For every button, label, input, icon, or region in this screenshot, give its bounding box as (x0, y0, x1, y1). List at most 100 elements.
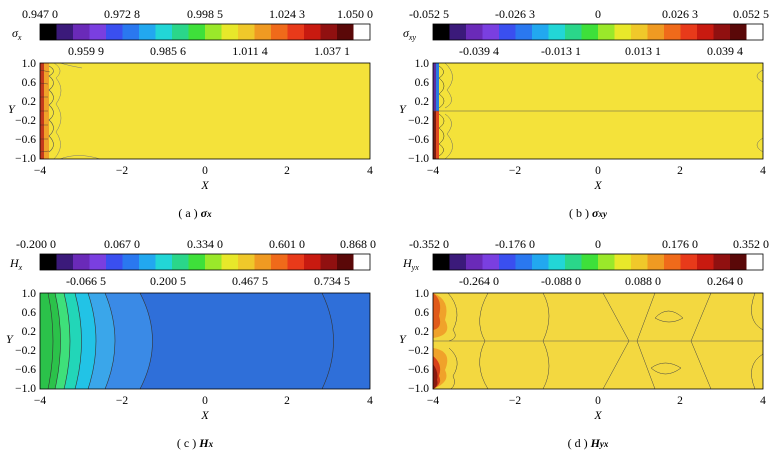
colorbar-swatch (271, 254, 288, 270)
colorbar-tick-label: -0.039 4 (459, 44, 499, 58)
colorbar-swatch (287, 24, 305, 40)
y-axis-label: Y (399, 332, 407, 346)
colorbar-bottom-labels: 0.959 9 0.985 6 1.011 4 1.037 1 (68, 44, 350, 58)
y-tick-label: −0.6 (15, 134, 36, 146)
axes: 1.0 0.6 0.2 −0.2 −0.6 −1.0 Y −4 −2 0 2 4… (399, 58, 766, 192)
colorbar-symbol: Hx (9, 256, 23, 272)
colorbar-tick-label: 0.067 0 (104, 237, 140, 251)
colorbar-tick-label: 0.947 0 (22, 7, 58, 21)
y-tick-label: 0.2 (22, 326, 37, 338)
y-tick-label: −1.0 (408, 383, 429, 395)
colorbar-swatch (139, 254, 156, 270)
colorbar-swatch (680, 254, 698, 270)
colorbar-swatch (205, 254, 222, 270)
colorbar-swatch (482, 24, 500, 40)
y-tick-label: 1.0 (22, 288, 37, 300)
colorbar-swatch (205, 24, 222, 40)
colorbar-tick-label: 0.734 5 (314, 274, 350, 288)
colorbar-swatch (499, 24, 516, 40)
colorbar-top-labels: -0.200 0 0.067 0 0.334 0 0.601 0 0.868 0 (16, 237, 376, 251)
colorbar-swatch (155, 254, 173, 270)
colorbar-tick-label: 0.264 0 (707, 274, 743, 288)
colorbar-swatch (746, 254, 764, 270)
y-axis-label: Y (8, 102, 16, 116)
colorbar-swatch (155, 24, 173, 40)
colorbar-swatch (449, 24, 467, 40)
colorbar-swatch (746, 24, 764, 40)
x-tick-label: −4 (34, 395, 46, 407)
colorbar-swatch (172, 24, 189, 40)
colorbar-swatch (172, 254, 189, 270)
colorbar-swatch (139, 24, 156, 40)
colorbar-swatch (466, 254, 483, 270)
colorbar-tick-label: 0.026 3 (662, 7, 698, 21)
colorbar-top-labels: -0.352 0 -0.176 0 0 0.176 0 0.352 0 (409, 237, 769, 251)
x-tick-label: −2 (116, 165, 128, 177)
panel-a: σx 0.947 0 0.972 8 0.998 5 1.024 3 1.050… (0, 0, 390, 229)
colorbar-top-labels: 0.947 0 0.972 8 0.998 5 1.024 3 1.050 0 (22, 7, 373, 21)
colorbar-swatch (89, 24, 107, 40)
y-tick-label: −1.0 (15, 153, 36, 165)
x-tick-label: −4 (427, 165, 439, 177)
colorbar-swatch (106, 254, 123, 270)
colorbar-tick-label: -0.013 1 (541, 44, 581, 58)
x-tick-label: 0 (202, 395, 208, 407)
x-axis-label: X (593, 408, 602, 422)
colorbar-bottom-labels: -0.264 0 -0.088 0 0.088 0 0.264 0 (459, 274, 743, 288)
colorbar-swatch (254, 24, 272, 40)
colorbar-swatch (532, 254, 549, 270)
y-tick-label: −0.2 (408, 115, 429, 127)
colorbar-swatch (631, 24, 648, 40)
colorbar-swatch (254, 254, 272, 270)
y-tick-label: 1.0 (415, 58, 430, 70)
x-tick-label: 2 (284, 395, 290, 407)
colorbar-tick-label: -0.052 5 (409, 7, 449, 21)
colorbar-swatch (548, 254, 566, 270)
contour-plot (39, 62, 371, 160)
y-tick-label: −0.2 (408, 345, 429, 357)
colorbar-tick-label: 0.998 5 (187, 7, 223, 21)
colorbar-swatch (320, 24, 338, 40)
colorbar-swatch (271, 24, 288, 40)
colorbar-swatch (548, 24, 566, 40)
colorbar-swatch (73, 254, 90, 270)
colorbar-tick-label: -0.066 5 (66, 274, 106, 288)
colorbar-symbol: Hyx (402, 256, 419, 272)
colorbar-tick-label: 0.013 1 (625, 44, 661, 58)
colorbar-swatch (581, 254, 599, 270)
colorbar-swatch (697, 254, 714, 270)
colorbar-tick-label: -0.200 0 (16, 237, 56, 251)
panel-c: Hx -0.200 0 0.067 0 0.334 0 0.601 0 0.86… (0, 230, 390, 459)
colorbar-swatch (433, 254, 450, 270)
x-tick-label: −2 (509, 395, 521, 407)
colorbar-tick-label: 0.052 5 (733, 7, 769, 21)
contour-plot (432, 62, 764, 160)
figure-d-svg: Hyx -0.352 0 -0.176 0 0 0.176 0 0.352 0 … (399, 237, 769, 422)
y-tick-label: −0.6 (408, 364, 429, 376)
colorbar-tick-label: 0.972 8 (104, 7, 140, 21)
colorbar-tick-label: 1.037 1 (314, 44, 350, 58)
y-axis-label: Y (399, 102, 407, 116)
colorbar-tick-label: 0.601 0 (269, 237, 305, 251)
axes: 1.0 0.6 0.2 −0.2 −0.6 −1.0 Y −4 −2 0 2 4… (6, 288, 373, 422)
x-tick-label: 4 (760, 395, 766, 407)
colorbar-tick-label: 0.200 5 (150, 274, 186, 288)
colorbar-swatch (647, 24, 665, 40)
x-tick-label: −4 (427, 395, 439, 407)
colorbar-tick-label: 1.011 4 (232, 44, 268, 58)
colorbar-tick-label: 0.039 4 (707, 44, 743, 58)
y-tick-label: −0.2 (15, 115, 36, 127)
colorbar-swatch (565, 254, 582, 270)
colorbar-swatch (188, 24, 206, 40)
colorbar-tick-label: 0.959 9 (68, 44, 104, 58)
y-tick-label: −1.0 (15, 383, 36, 395)
colorbar-tick-label: 0.088 0 (625, 274, 661, 288)
colorbar-bottom-labels: -0.066 5 0.200 5 0.467 5 0.734 5 (66, 274, 350, 288)
y-tick-label: 0.6 (415, 77, 430, 89)
colorbar-swatch (631, 254, 648, 270)
colorbar-tick-label: -0.176 0 (495, 237, 535, 251)
colorbar-swatch (581, 24, 599, 40)
panel-d: Hyx -0.352 0 -0.176 0 0 0.176 0 0.352 0 … (393, 230, 783, 459)
colorbar-swatch (532, 24, 549, 40)
colorbar-swatch (56, 24, 74, 40)
